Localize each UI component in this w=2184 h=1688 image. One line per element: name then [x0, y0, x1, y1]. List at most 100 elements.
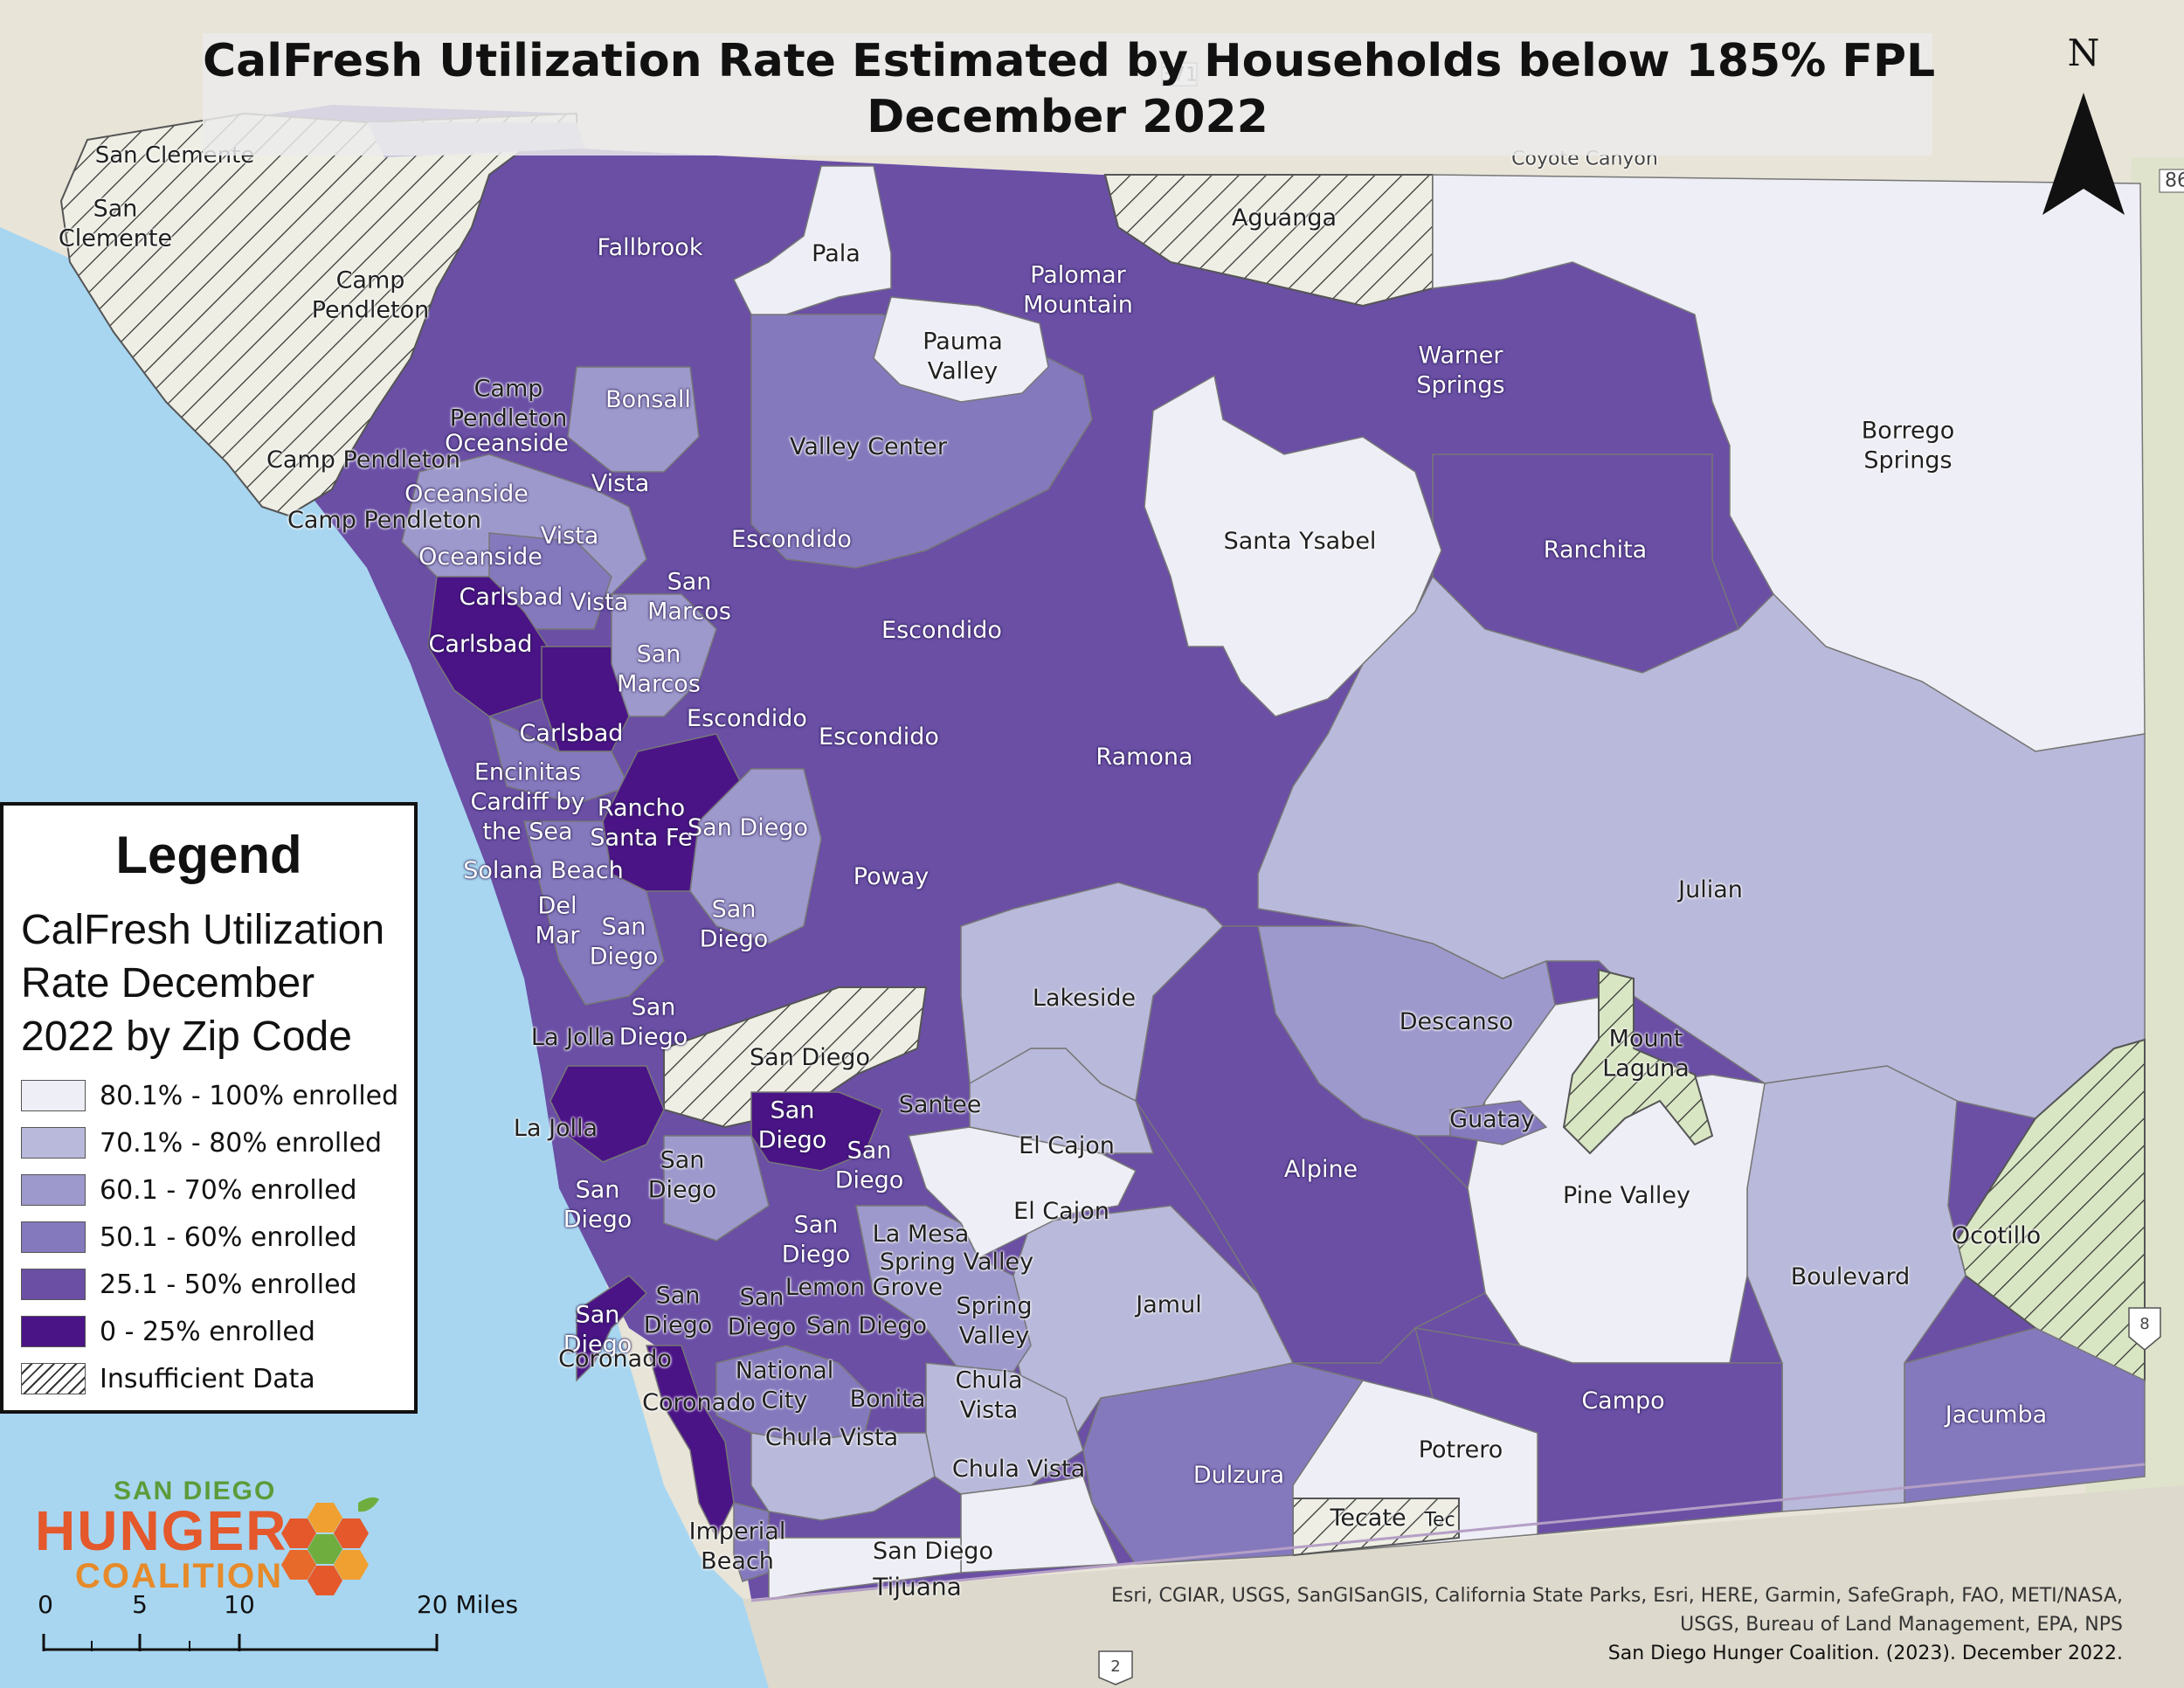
label-poway: Poway — [853, 863, 930, 891]
label-valley-center: Valley Center — [790, 433, 947, 461]
zone-imperial-beach — [733, 1502, 770, 1582]
label-descanso: Descanso — [1399, 1008, 1514, 1036]
legend-subtitle-line: CalFresh Utilization — [21, 907, 385, 953]
label-coronado-b: Coronado — [642, 1389, 756, 1417]
zone-del-mar — [523, 820, 665, 1006]
zone-coronado-b — [576, 1275, 648, 1382]
label-guatay: Guatay — [1449, 1106, 1535, 1134]
legend-swatch — [21, 1221, 86, 1253]
label-san-diego-o: San Diego — [873, 1538, 993, 1566]
label-san-diego-m: San Diego — [806, 1312, 927, 1340]
zone-pauma-valley — [873, 296, 1049, 403]
international-border — [750, 1463, 2146, 1602]
label-santa-ysabel: Santa Ysabel — [1223, 528, 1377, 556]
route-8-shield — [2128, 1307, 2161, 1351]
label-san-marcos-b: San Marcos — [617, 640, 701, 697]
label-vista-a: Vista — [591, 470, 650, 498]
legend-label: 50.1 - 60% enrolled — [100, 1221, 357, 1253]
hunger-coalition-logo: SAN DIEGO HUNGER COALITION — [35, 1468, 402, 1599]
map-credits: Esri, CGIAR, USGS, SanGISanGIS, Californ… — [987, 1581, 2123, 1668]
north-arrow: N — [2035, 31, 2132, 224]
label-lemon-grove: Lemon Grove — [784, 1274, 943, 1302]
legend-row: 25.1 - 50% enrolled — [21, 1261, 397, 1308]
label-san-diego-k: San Diego — [563, 1301, 632, 1358]
label-coronado-a: Coronado — [558, 1346, 672, 1373]
zone-el-cajon-b — [969, 1048, 1155, 1154]
label-camp-pendleton-a: Camp Pendleton — [311, 266, 430, 323]
legend-class-list: 80.1% - 100% enrolled 70.1% - 80% enrolle… — [21, 1072, 399, 1402]
zone-alpine — [1135, 925, 1486, 1364]
label-vista-b: Vista — [540, 522, 599, 550]
label-la-jolla-b: La Jolla — [513, 1115, 598, 1143]
label-el-cajon-b: El Cajon — [1013, 1198, 1109, 1226]
label-mount-laguna: Mount Laguna — [1602, 1025, 1690, 1082]
legend-swatch — [21, 1080, 86, 1111]
label-san-diego-h: San Diego — [647, 1146, 717, 1203]
label-national-city: National City — [735, 1357, 834, 1414]
label-escondido-c: Escondido — [687, 705, 807, 733]
legend-panel: Legend CalFresh Utilization Rate Decembe… — [0, 802, 418, 1414]
legend-heading: Legend — [115, 826, 302, 884]
label-ocotillo: Ocotillo — [1951, 1222, 2042, 1250]
label-aguanga: Aguanga — [1231, 204, 1337, 232]
label-ranchita: Ranchita — [1543, 536, 1648, 564]
zone-bonsall — [567, 366, 700, 473]
route-2-shield — [1098, 1650, 1133, 1685]
north-arrow-letter: N — [2067, 31, 2100, 74]
legend-label: 80.1% - 100% enrolled — [100, 1080, 399, 1111]
label-san-diego-a: San Diego — [688, 814, 808, 842]
label-tecate: Tecate — [1330, 1505, 1406, 1532]
legend-swatch — [21, 1174, 86, 1206]
credits-line3: San Diego Hunger Coalition. (2023). Dece… — [1607, 1643, 2123, 1664]
label-imperial-beach: Imperial Beach — [688, 1518, 786, 1574]
label-camp-pendleton-c: Camp Pendleton — [266, 446, 460, 474]
label-oceanside-a: Oceanside — [445, 430, 569, 458]
label-escondido-d: Escondido — [819, 723, 939, 751]
zone-chula-vista-a — [750, 1432, 936, 1521]
logo-hexagon-icon — [281, 1497, 379, 1595]
zone-la-mesa — [855, 1205, 1032, 1373]
legend-label: 0 - 25% enrolled — [100, 1316, 315, 1347]
label-del-mar: Del Mar — [535, 892, 580, 949]
map-title: CalFresh Utilization Rate Estimated by H… — [203, 33, 1936, 156]
zone-miramar — [663, 986, 928, 1129]
label-san-diego-j: San Diego — [781, 1211, 851, 1268]
legend-row: 80.1% - 100% enrolled — [21, 1072, 399, 1119]
scale-tick-5: 5 — [132, 1590, 148, 1619]
label-escondido-a: Escondido — [731, 526, 852, 554]
label-chula-vista-a: Chula Vista — [955, 1366, 1023, 1423]
legend-label: 60.1 - 70% enrolled — [100, 1174, 357, 1206]
label-san-diego-b: San Diego — [589, 913, 659, 970]
map-title-line1: CalFresh Utilization Rate Estimated by H… — [203, 35, 1936, 87]
legend-swatch — [21, 1127, 86, 1159]
label-borrego-springs: Borrego Springs — [1861, 417, 1955, 474]
label-julian: Julian — [1678, 876, 1743, 904]
scale-tick-20: 20 Miles — [416, 1590, 519, 1619]
zone-san-marcos — [611, 593, 717, 717]
legend-row: Insufficient Data — [21, 1355, 397, 1402]
label-san-diego-f: San Diego — [757, 1097, 827, 1153]
label-jacumba: Jacumba — [1945, 1401, 2048, 1429]
label-san-marcos-a: San Marcos — [647, 568, 731, 625]
label-san-diego-c: San Diego — [699, 896, 769, 952]
label-warner-springs: Warner Springs — [1416, 342, 1505, 398]
label-spring-valley-b: Spring Valley — [956, 1292, 1033, 1349]
logo-text-hunger: HUNGER — [35, 1499, 288, 1562]
legend-row: 70.1% - 80% enrolled — [21, 1119, 397, 1166]
label-pauma-valley: Pauma Valley — [923, 328, 1003, 384]
legend-subtitle-line: 2022 by Zip Code — [21, 1013, 352, 1060]
label-carlsbad-c: Carlsbad — [519, 720, 624, 748]
legend-swatch — [21, 1316, 86, 1347]
label-ramona: Ramona — [1095, 744, 1193, 771]
label-boulevard: Boulevard — [1790, 1263, 1911, 1291]
route-8-label: 8 — [2139, 1314, 2150, 1333]
label-santee: Santee — [898, 1091, 982, 1119]
route-86-label: 86 — [2165, 169, 2184, 192]
label-oceanside-b: Oceanside — [404, 481, 529, 508]
scale-tick-10: 10 — [224, 1590, 255, 1619]
zone-sd-center — [750, 1091, 883, 1172]
route-86-shield — [2159, 169, 2184, 193]
legend-subtitle-line: Rate December — [21, 960, 315, 1007]
credits-line2: USGS, Bureau of Land Management, EPA, NP… — [1680, 1614, 2123, 1636]
